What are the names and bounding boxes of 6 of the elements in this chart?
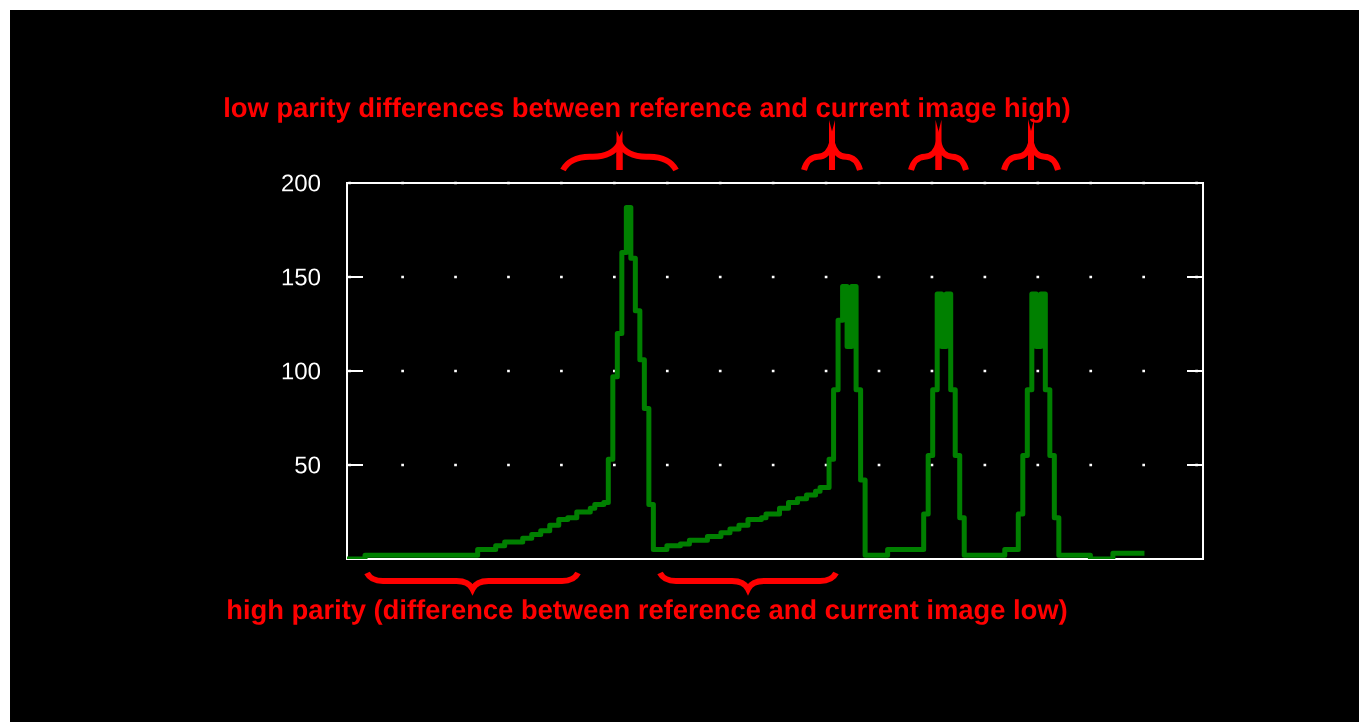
y-tick-label: 150 [282,268,321,286]
text: low parity differences between reference and current image high) [225,97,1070,123]
y-tick-label: 200 [282,174,321,192]
text: high parity (difference between reference and current image low) [228,599,1067,625]
y-tick-label: 100 [282,362,321,380]
y-tick-label: 50 [295,456,321,474]
